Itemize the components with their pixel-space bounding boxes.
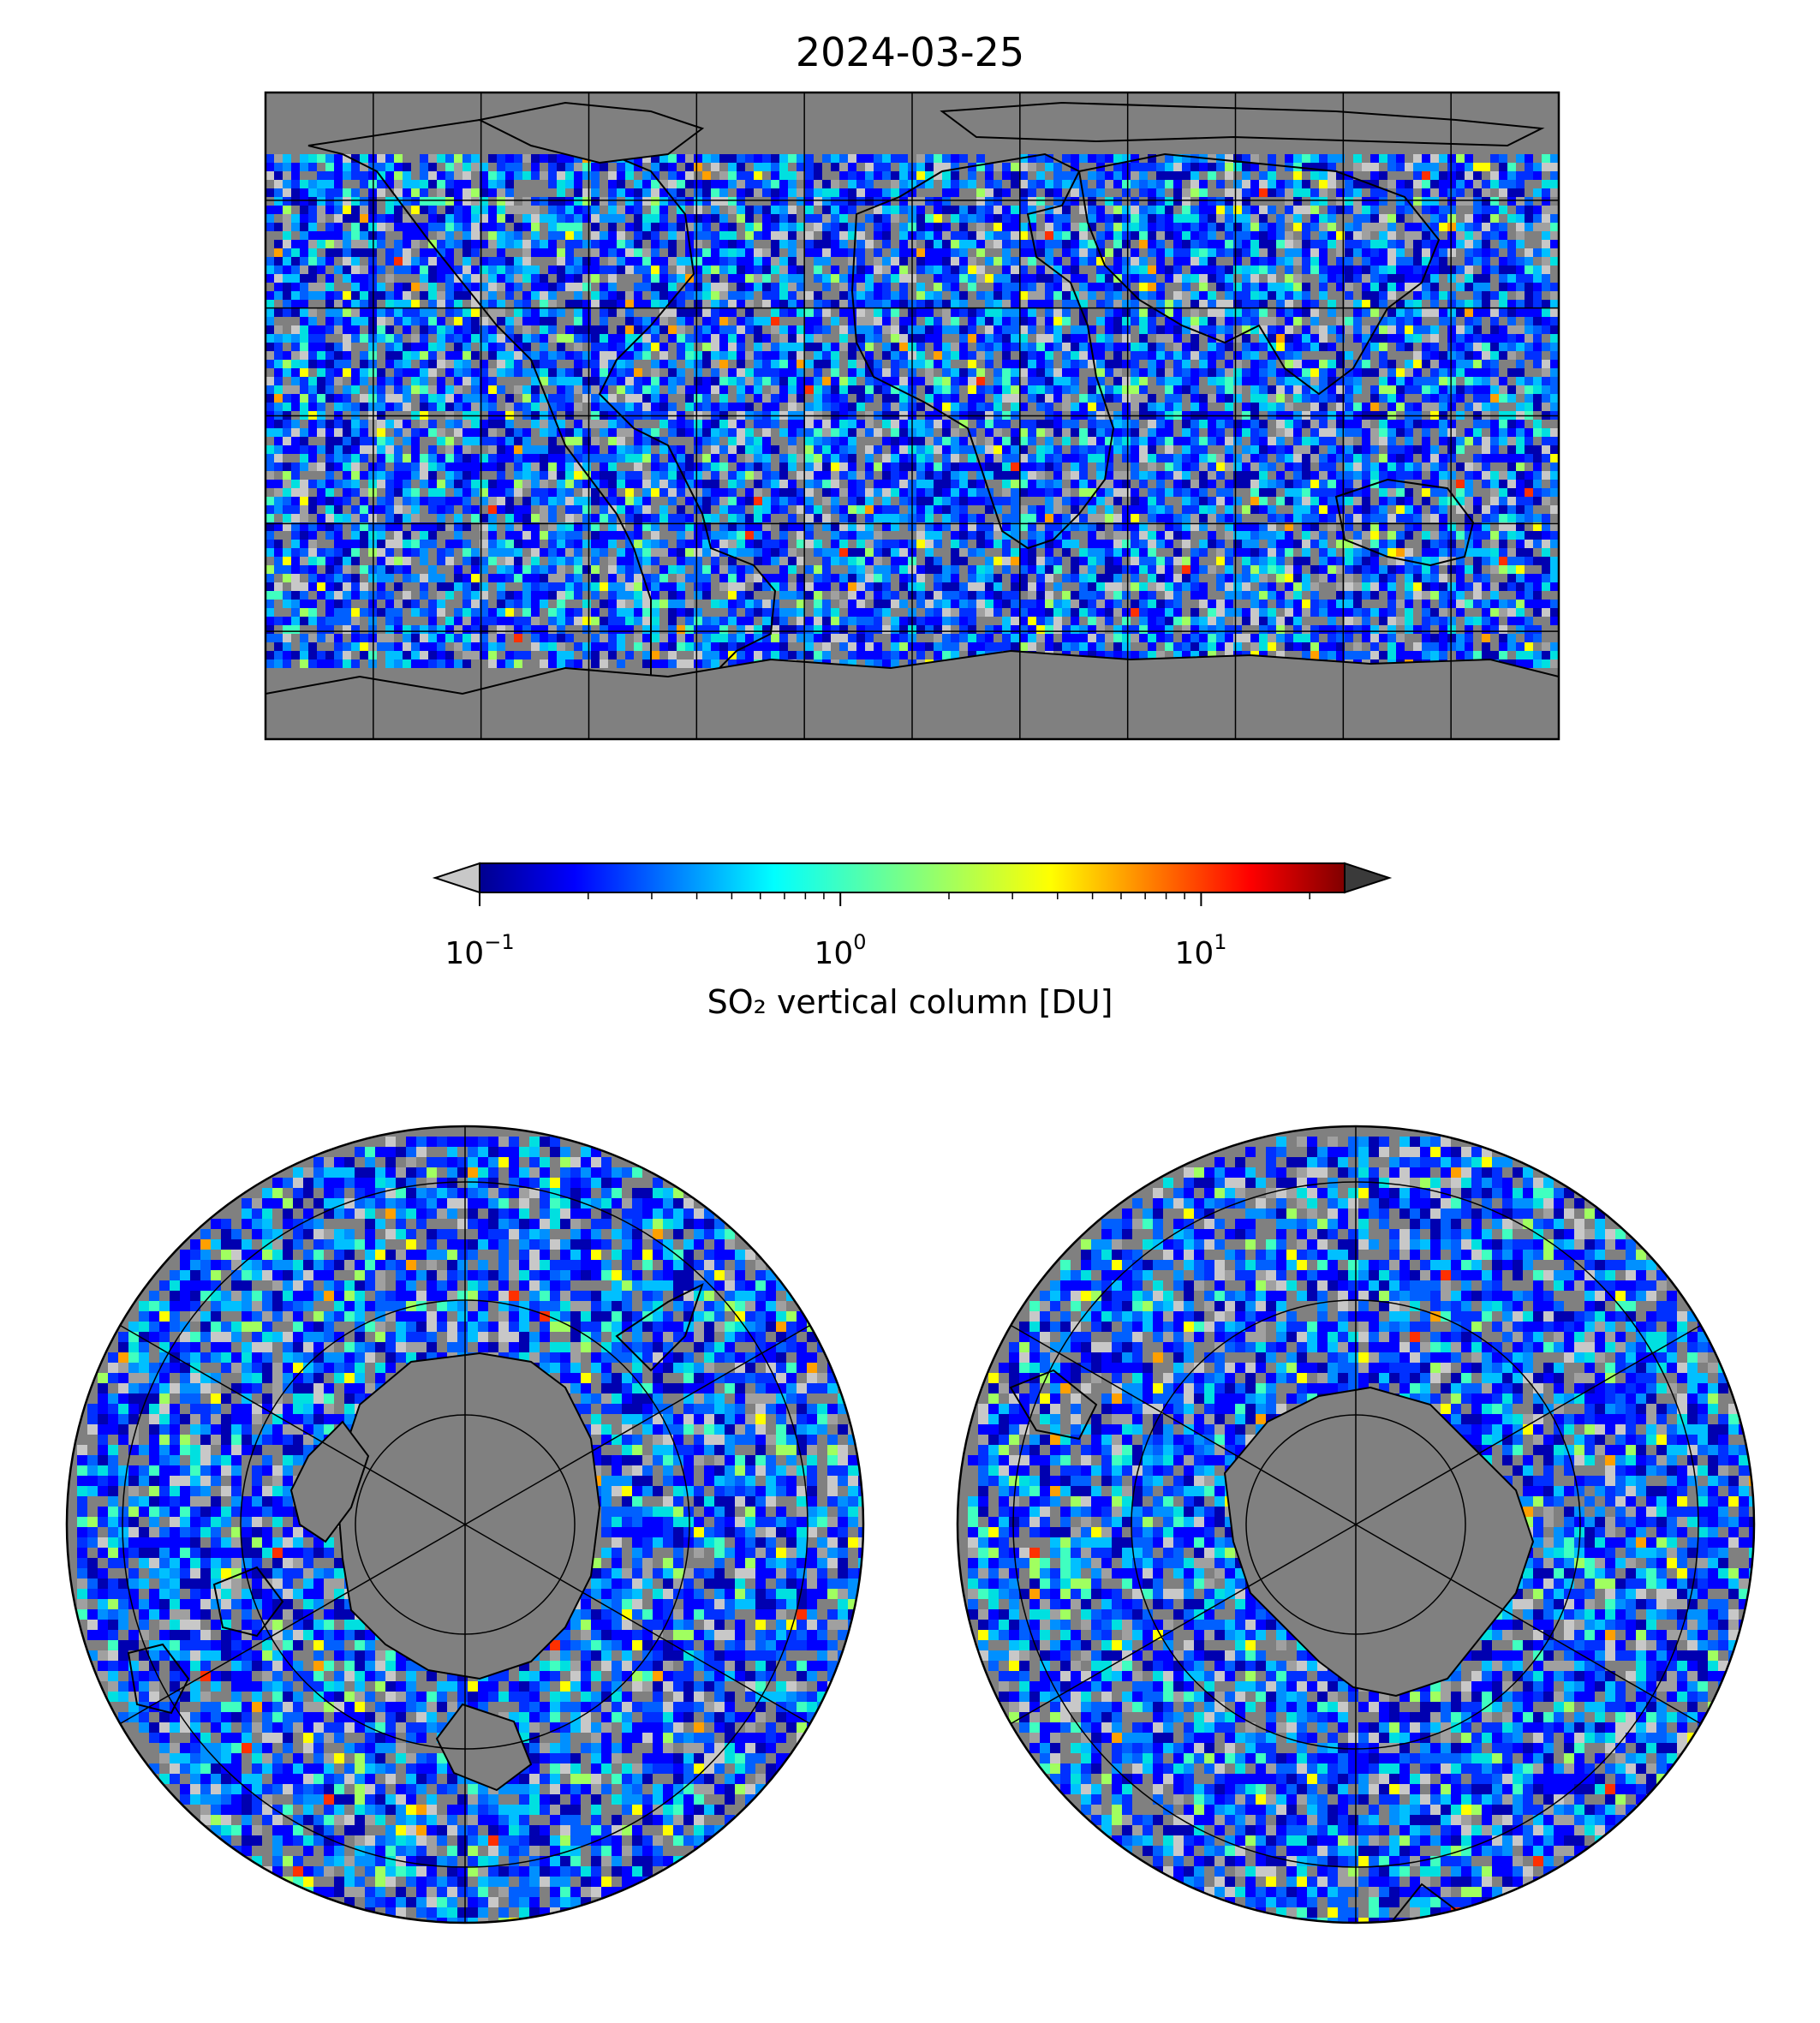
north-polar-map xyxy=(65,1125,865,1925)
colorbar-label: SO₂ vertical column [DU] xyxy=(707,983,1113,1021)
north-map-frame xyxy=(65,1125,865,1925)
south-map-frame xyxy=(956,1125,1756,1925)
north-gridlines xyxy=(119,1126,811,1923)
colorbar-tick-label-1: 100 xyxy=(814,930,867,971)
global-gridlines xyxy=(266,92,1559,739)
colorbar-tick-label-0: 10−1 xyxy=(445,930,515,971)
global-map xyxy=(264,91,1560,741)
colorbar xyxy=(432,862,1393,906)
south-gridlines xyxy=(1010,1126,1702,1923)
colorbar-under-extension xyxy=(432,862,480,894)
figure-title: 2024-03-25 xyxy=(795,29,1025,75)
global-map-frame xyxy=(264,91,1560,741)
south-polar-map xyxy=(956,1125,1756,1925)
south-so2-field xyxy=(968,1137,1754,1923)
colorbar-ticks xyxy=(479,892,1310,906)
colorbar-gradient xyxy=(480,863,1345,892)
global-so2-field xyxy=(266,154,1559,668)
colorbar-frame xyxy=(479,862,1346,893)
colorbar-tick-label-2: 101 xyxy=(1174,930,1227,971)
colorbar-over-extension xyxy=(1344,862,1393,894)
north-coastlines xyxy=(127,1283,704,1792)
